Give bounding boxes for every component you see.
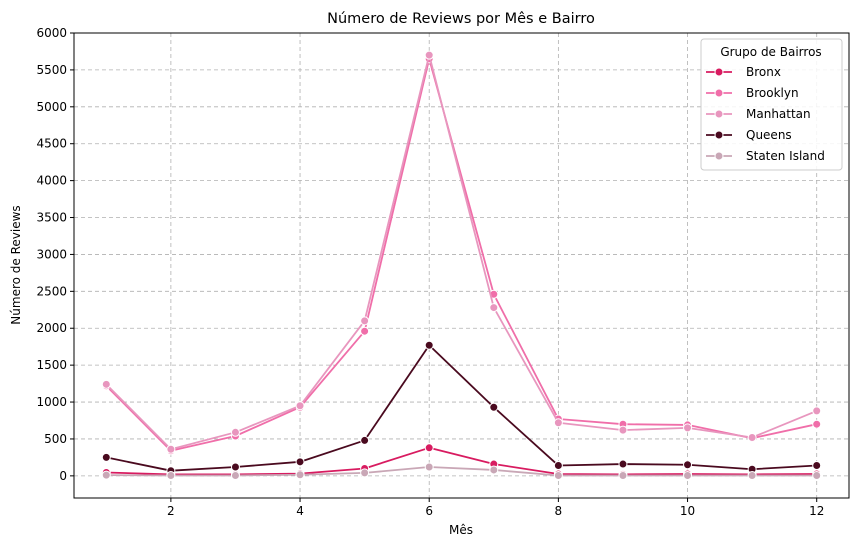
legend-label: Brooklyn xyxy=(746,86,799,100)
series-line-manhattan xyxy=(105,54,818,451)
legend-swatch-marker xyxy=(714,151,724,161)
series-line-staten-island xyxy=(106,466,817,477)
legend-item-queens: Queens xyxy=(706,128,792,142)
y-tick-label: 5500 xyxy=(36,63,67,77)
data-point-staten-island xyxy=(489,465,499,475)
data-point-queens xyxy=(360,435,370,445)
x-axis: 2 4 6 8 10 12 xyxy=(167,498,824,518)
series-line-queens xyxy=(106,344,817,472)
legend-item-brooklyn: Brooklyn xyxy=(706,86,799,100)
y-tick-label: 1000 xyxy=(36,395,67,409)
legend-title: Grupo de Bairros xyxy=(720,45,821,59)
data-point-manhattan xyxy=(295,401,305,411)
y-tick-label: 3000 xyxy=(36,247,67,261)
legend-swatch-marker xyxy=(714,109,724,119)
legend-item-staten-island: Staten Island xyxy=(706,149,825,163)
legend-swatch-marker xyxy=(714,130,724,140)
data-point-queens xyxy=(424,340,434,350)
data-point-manhattan xyxy=(360,316,370,326)
legend-label: Staten Island xyxy=(746,149,825,163)
legend-items: Bronx Brooklyn Manhattan Queens Staten Islan… xyxy=(706,65,825,163)
legend-swatch-marker xyxy=(714,67,724,77)
x-tick-label: 12 xyxy=(809,504,824,518)
series-manhattan xyxy=(101,50,822,454)
data-point-staten-island xyxy=(553,470,563,480)
data-point-staten-island xyxy=(360,468,370,478)
data-point-staten-island xyxy=(618,470,628,480)
legend: Grupo de Bairros Bronx Brooklyn Manhattan Q… xyxy=(700,38,843,171)
data-point-manhattan xyxy=(101,379,111,389)
y-tick-label: 1500 xyxy=(36,358,67,372)
legend-label: Bronx xyxy=(746,65,781,79)
x-tick-label: 6 xyxy=(425,504,433,518)
y-tick-label: 6000 xyxy=(36,26,67,40)
x-tick-label: 2 xyxy=(167,504,175,518)
y-tick-label: 0 xyxy=(59,469,67,483)
data-point-manhattan xyxy=(747,432,757,442)
y-tick-label: 4500 xyxy=(36,137,67,151)
chart-title: Número de Reviews por Mês e Bairro xyxy=(327,11,595,27)
data-point-manhattan xyxy=(230,427,240,437)
legend-swatch-marker xyxy=(714,88,724,98)
x-axis-title: Mês xyxy=(449,523,473,537)
data-point-queens xyxy=(683,460,693,470)
data-point-staten-island xyxy=(230,470,240,480)
data-point-queens xyxy=(618,459,628,469)
legend-label: Manhattan xyxy=(746,107,811,121)
legend-item-bronx: Bronx xyxy=(706,65,781,79)
series-line-bronx xyxy=(106,446,817,476)
data-point-staten-island xyxy=(295,470,305,480)
data-point-manhattan xyxy=(812,406,822,416)
data-point-staten-island xyxy=(166,470,176,480)
data-point-bronx xyxy=(424,443,434,453)
y-tick-label: 500 xyxy=(44,432,67,446)
data-point-manhattan xyxy=(424,50,434,60)
data-point-staten-island xyxy=(747,470,757,480)
data-point-brooklyn xyxy=(360,326,370,336)
data-point-queens xyxy=(812,461,822,471)
data-point-manhattan xyxy=(683,423,693,433)
legend-label: Queens xyxy=(746,128,792,142)
y-tick-label: 3500 xyxy=(36,211,67,225)
y-tick-label: 2000 xyxy=(36,321,67,335)
data-point-queens xyxy=(489,402,499,412)
data-point-staten-island xyxy=(683,470,693,480)
data-point-manhattan xyxy=(618,425,628,435)
data-point-queens xyxy=(553,461,563,471)
data-point-queens xyxy=(101,452,111,462)
y-axis: 0 500 1000 1500 2000 2500 3000 3500 4000 4500 5000… xyxy=(36,26,74,483)
x-tick-label: 8 xyxy=(555,504,563,518)
data-point-queens xyxy=(230,462,240,472)
plot-frame xyxy=(73,32,850,499)
y-tick-label: 4000 xyxy=(36,174,67,188)
y-axis-title: Número de Reviews xyxy=(9,205,23,324)
data-point-staten-island xyxy=(101,470,111,480)
x-tick-label: 10 xyxy=(680,504,695,518)
data-point-manhattan xyxy=(489,303,499,313)
legend-item-manhattan: Manhattan xyxy=(706,107,811,121)
series-line-brooklyn xyxy=(105,57,817,452)
data-point-brooklyn xyxy=(812,419,822,429)
data-point-queens xyxy=(295,457,305,467)
data-point-staten-island xyxy=(812,470,822,480)
data-point-manhattan xyxy=(166,444,176,454)
y-tick-label: 5000 xyxy=(36,100,67,114)
series-staten-island xyxy=(101,462,822,480)
x-tick-label: 4 xyxy=(296,504,304,518)
data-point-staten-island xyxy=(424,462,434,472)
series-layer xyxy=(101,50,822,480)
legend-box xyxy=(700,38,843,171)
y-tick-label: 2500 xyxy=(36,284,67,298)
data-point-manhattan xyxy=(553,418,563,428)
